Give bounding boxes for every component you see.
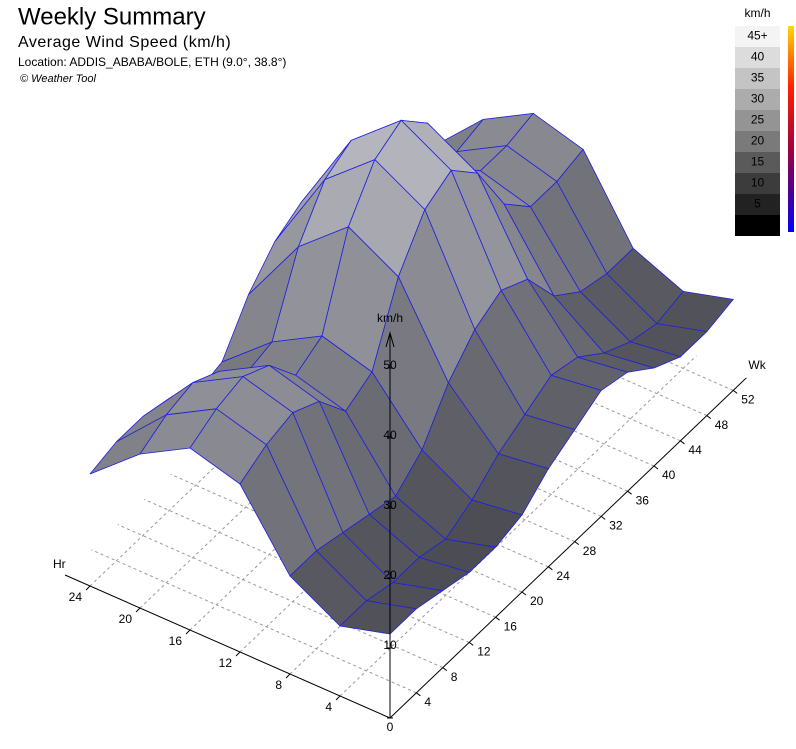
z-tick-label: 0 [387,720,394,734]
legend-swatch [735,131,780,152]
legend-swatch [735,173,780,194]
legend-label: 30 [751,92,765,106]
tick-mark [574,541,580,545]
floor-grid-line [91,549,417,694]
z-tick-label: 10 [383,638,397,652]
legend-swatch [735,26,780,47]
week-tick-label: 16 [504,619,518,633]
week-tick-label: 20 [530,594,544,608]
tick-mark [521,591,527,596]
tick-mark [680,440,685,445]
tick-mark [732,389,738,394]
floor-grid-line [143,498,470,643]
tick-mark [185,629,191,635]
week-tick-label: 44 [688,443,702,457]
legend-swatch [735,152,780,173]
z-axis-label: km/h [377,311,403,325]
floor-grid-line [117,524,444,669]
tick-mark [442,667,448,671]
z-axis-arrow [385,331,395,348]
legend-label: 10 [751,176,765,190]
week-tick-label: 8 [451,670,458,684]
tick-mark [706,415,712,420]
tick-mark [135,607,141,613]
tick-mark [548,566,553,571]
week-tick-label: 24 [556,569,570,583]
legend-label: 5 [754,197,761,211]
hour-tick-label: 12 [219,656,233,670]
tick-mark [468,642,474,646]
legend-label: 35 [751,71,765,85]
legend-strip [788,26,794,232]
legend-swatch [735,89,780,110]
z-tick-label: 20 [383,568,397,582]
hour-tick-label: 4 [325,700,332,714]
tick-mark [285,673,291,679]
legend-title: km/h [744,6,770,20]
chart-title: Weekly Summary [18,3,206,30]
week-axis [389,377,747,719]
tick-mark [416,692,421,697]
tick-mark [600,516,606,520]
tick-mark [627,490,632,495]
week-tick-label: 4 [424,695,431,709]
credit: © Weather Tool [20,73,97,85]
floor-grid-line [339,355,697,697]
legend-swatch [735,110,780,131]
hour-tick-label: 8 [275,678,282,692]
week-axis-label: Wk [748,358,766,372]
legend-bottom [735,215,780,236]
z-tick-label: 30 [383,498,397,512]
week-tick-label: 28 [583,544,597,558]
surface-cell [339,600,418,635]
hour-tick-label: 16 [169,634,183,648]
tick-mark [495,616,500,621]
week-tick-label: 12 [477,645,491,659]
hour-tick-label: 24 [69,590,83,604]
legend-swatch [735,68,780,89]
z-tick-label: 50 [383,358,397,372]
location: Location: ADDIS_ABABA/BOLE, ETH (9.0°, 3… [18,55,286,69]
legend-swatch [735,194,780,215]
tick-mark [335,695,341,701]
hour-axis [64,574,391,719]
legend-label: 40 [751,50,765,64]
hour-axis-label: Hr [53,557,66,571]
z-tick-label: 40 [383,428,397,442]
week-tick-label: 32 [609,519,623,533]
tick-mark [235,651,241,657]
legend-label: 25 [751,113,765,127]
week-tick-label: 36 [636,493,650,507]
tick-mark [85,585,91,591]
legend-label: 45+ [747,29,767,43]
week-tick-label: 40 [662,468,676,482]
week-tick-label: 48 [715,418,729,432]
floor-grid-line [170,473,496,618]
legend-swatch [735,47,780,68]
hour-tick-label: 20 [119,612,133,626]
legend-label: 15 [751,155,765,169]
week-tick-label: 52 [741,393,755,407]
tick-mark [653,465,659,470]
chart-subtitle: Average Wind Speed (km/h) [18,34,231,51]
legend-label: 20 [751,134,765,148]
